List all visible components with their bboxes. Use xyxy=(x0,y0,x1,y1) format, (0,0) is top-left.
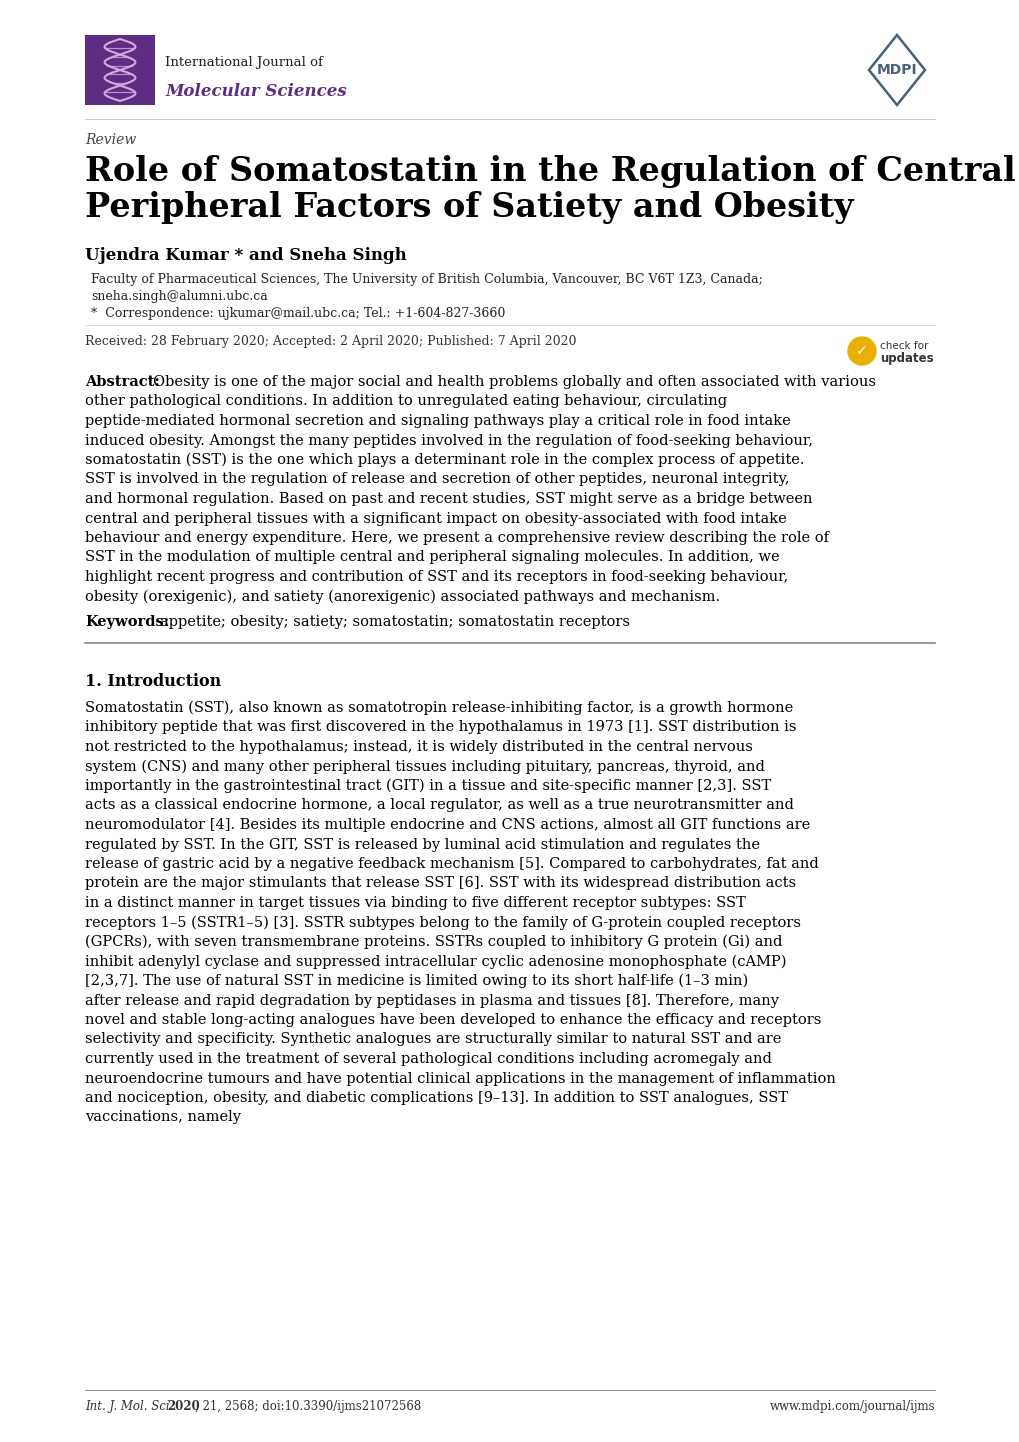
Text: inhibit adenylyl cyclase and suppressed intracellular cyclic adenosine monophosp: inhibit adenylyl cyclase and suppressed … xyxy=(85,955,786,969)
Text: other pathological conditions. In addition to unregulated eating behaviour, circ: other pathological conditions. In additi… xyxy=(85,395,727,408)
Text: after release and rapid degradation by peptidases in plasma and tissues [8]. The: after release and rapid degradation by p… xyxy=(85,994,779,1008)
Text: receptors 1–5 (SSTR1–5) [3]. SSTR subtypes belong to the family of G-protein cou: receptors 1–5 (SSTR1–5) [3]. SSTR subtyp… xyxy=(85,916,800,930)
Text: SST in the modulation of multiple central and peripheral signaling molecules. In: SST in the modulation of multiple centra… xyxy=(85,551,779,564)
Text: Int. J. Mol. Sci.: Int. J. Mol. Sci. xyxy=(85,1400,177,1413)
Text: release of gastric acid by a negative feedback mechanism [5]. Compared to carboh: release of gastric acid by a negative fe… xyxy=(85,857,818,871)
Text: currently used in the treatment of several pathological conditions including acr: currently used in the treatment of sever… xyxy=(85,1053,771,1066)
Text: ✓: ✓ xyxy=(855,345,867,358)
Text: and hormonal regulation. Based on past and recent studies, SST might serve as a : and hormonal regulation. Based on past a… xyxy=(85,492,812,506)
Text: not restricted to the hypothalamus; instead, it is widely distributed in the cen: not restricted to the hypothalamus; inst… xyxy=(85,740,752,754)
Text: inhibitory peptide that was first discovered in the hypothalamus in 1973 [1]. SS: inhibitory peptide that was first discov… xyxy=(85,721,796,734)
Text: , 21, 2568; doi:10.3390/ijms21072568: , 21, 2568; doi:10.3390/ijms21072568 xyxy=(195,1400,421,1413)
Text: neuroendocrine tumours and have potential clinical applications in the managemen: neuroendocrine tumours and have potentia… xyxy=(85,1071,835,1086)
Text: vaccinations, namely: vaccinations, namely xyxy=(85,1110,240,1125)
Text: induced obesity. Amongst the many peptides involved in the regulation of food-se: induced obesity. Amongst the many peptid… xyxy=(85,434,812,447)
Circle shape xyxy=(847,337,875,365)
Text: behaviour and energy expenditure. Here, we present a comprehensive review descri: behaviour and energy expenditure. Here, … xyxy=(85,531,828,545)
Text: *  Correspondence: ujkumar@mail.ubc.ca; Tel.: +1-604-827-3660: * Correspondence: ujkumar@mail.ubc.ca; T… xyxy=(91,307,504,320)
Text: Review: Review xyxy=(85,133,137,147)
Text: and nociception, obesity, and diabetic complications [9–13]. In addition to SST : and nociception, obesity, and diabetic c… xyxy=(85,1092,788,1105)
Text: system (CNS) and many other peripheral tissues including pituitary, pancreas, th: system (CNS) and many other peripheral t… xyxy=(85,760,764,774)
Text: Ujendra Kumar * and Sneha Singh: Ujendra Kumar * and Sneha Singh xyxy=(85,247,407,264)
Text: selectivity and specificity. Synthetic analogues are structurally similar to nat: selectivity and specificity. Synthetic a… xyxy=(85,1032,781,1047)
Text: Received: 28 February 2020; Accepted: 2 April 2020; Published: 7 April 2020: Received: 28 February 2020; Accepted: 2 … xyxy=(85,335,576,348)
Text: protein are the major stimulants that release SST [6]. SST with its widespread d: protein are the major stimulants that re… xyxy=(85,877,796,891)
Text: peptide-mediated hormonal secretion and signaling pathways play a critical role : peptide-mediated hormonal secretion and … xyxy=(85,414,790,428)
Text: somatostatin (SST) is the one which plays a determinant role in the complex proc: somatostatin (SST) is the one which play… xyxy=(85,453,804,467)
Text: central and peripheral tissues with a significant impact on obesity-associated w: central and peripheral tissues with a si… xyxy=(85,512,786,525)
Text: neuromodulator [4]. Besides its multiple endocrine and CNS actions, almost all G: neuromodulator [4]. Besides its multiple… xyxy=(85,818,809,832)
Text: Molecular Sciences: Molecular Sciences xyxy=(165,82,346,99)
Text: in a distinct manner in target tissues via binding to five different receptor su: in a distinct manner in target tissues v… xyxy=(85,895,745,910)
Bar xyxy=(85,35,155,105)
Text: Peripheral Factors of Satiety and Obesity: Peripheral Factors of Satiety and Obesit… xyxy=(85,190,853,224)
Text: MDPI: MDPI xyxy=(875,63,916,76)
Text: appetite; obesity; satiety; somatostatin; somatostatin receptors: appetite; obesity; satiety; somatostatin… xyxy=(160,614,630,629)
Text: Keywords:: Keywords: xyxy=(85,614,169,629)
Text: www.mdpi.com/journal/ijms: www.mdpi.com/journal/ijms xyxy=(768,1400,934,1413)
Text: 1. Introduction: 1. Introduction xyxy=(85,673,221,691)
Text: check for: check for xyxy=(879,340,927,350)
Text: sneha.singh@alumni.ubc.ca: sneha.singh@alumni.ubc.ca xyxy=(91,290,268,303)
Text: updates: updates xyxy=(879,352,932,365)
Text: Obesity is one of the major social and health problems globally and often associ: Obesity is one of the major social and h… xyxy=(153,375,875,389)
Text: regulated by SST. In the GIT, SST is released by luminal acid stimulation and re: regulated by SST. In the GIT, SST is rel… xyxy=(85,838,759,851)
Text: importantly in the gastrointestinal tract (GIT) in a tissue and site-specific ma: importantly in the gastrointestinal trac… xyxy=(85,779,770,793)
Text: Role of Somatostatin in the Regulation of Central and: Role of Somatostatin in the Regulation o… xyxy=(85,154,1019,187)
Text: Faculty of Pharmaceutical Sciences, The University of British Columbia, Vancouve: Faculty of Pharmaceutical Sciences, The … xyxy=(91,273,762,286)
Text: International Journal of: International Journal of xyxy=(165,56,323,69)
Text: Somatostatin (SST), also known as somatotropin release-inhibiting factor, is a g: Somatostatin (SST), also known as somato… xyxy=(85,701,793,715)
Text: novel and stable long-acting analogues have been developed to enhance the effica: novel and stable long-acting analogues h… xyxy=(85,1012,820,1027)
Text: obesity (orexigenic), and satiety (anorexigenic) associated pathways and mechani: obesity (orexigenic), and satiety (anore… xyxy=(85,590,719,604)
Text: highlight recent progress and contribution of SST and its receptors in food-seek: highlight recent progress and contributi… xyxy=(85,570,788,584)
Text: (GPCRs), with seven transmembrane proteins. SSTRs coupled to inhibitory G protei: (GPCRs), with seven transmembrane protei… xyxy=(85,934,782,949)
Text: acts as a classical endocrine hormone, a local regulator, as well as a true neur: acts as a classical endocrine hormone, a… xyxy=(85,799,793,812)
Text: [2,3,7]. The use of natural SST in medicine is limited owing to its short half-l: [2,3,7]. The use of natural SST in medic… xyxy=(85,973,748,988)
Text: SST is involved in the regulation of release and secretion of other peptides, ne: SST is involved in the regulation of rel… xyxy=(85,473,789,486)
Text: Abstract:: Abstract: xyxy=(85,375,160,389)
Text: 2020: 2020 xyxy=(167,1400,200,1413)
